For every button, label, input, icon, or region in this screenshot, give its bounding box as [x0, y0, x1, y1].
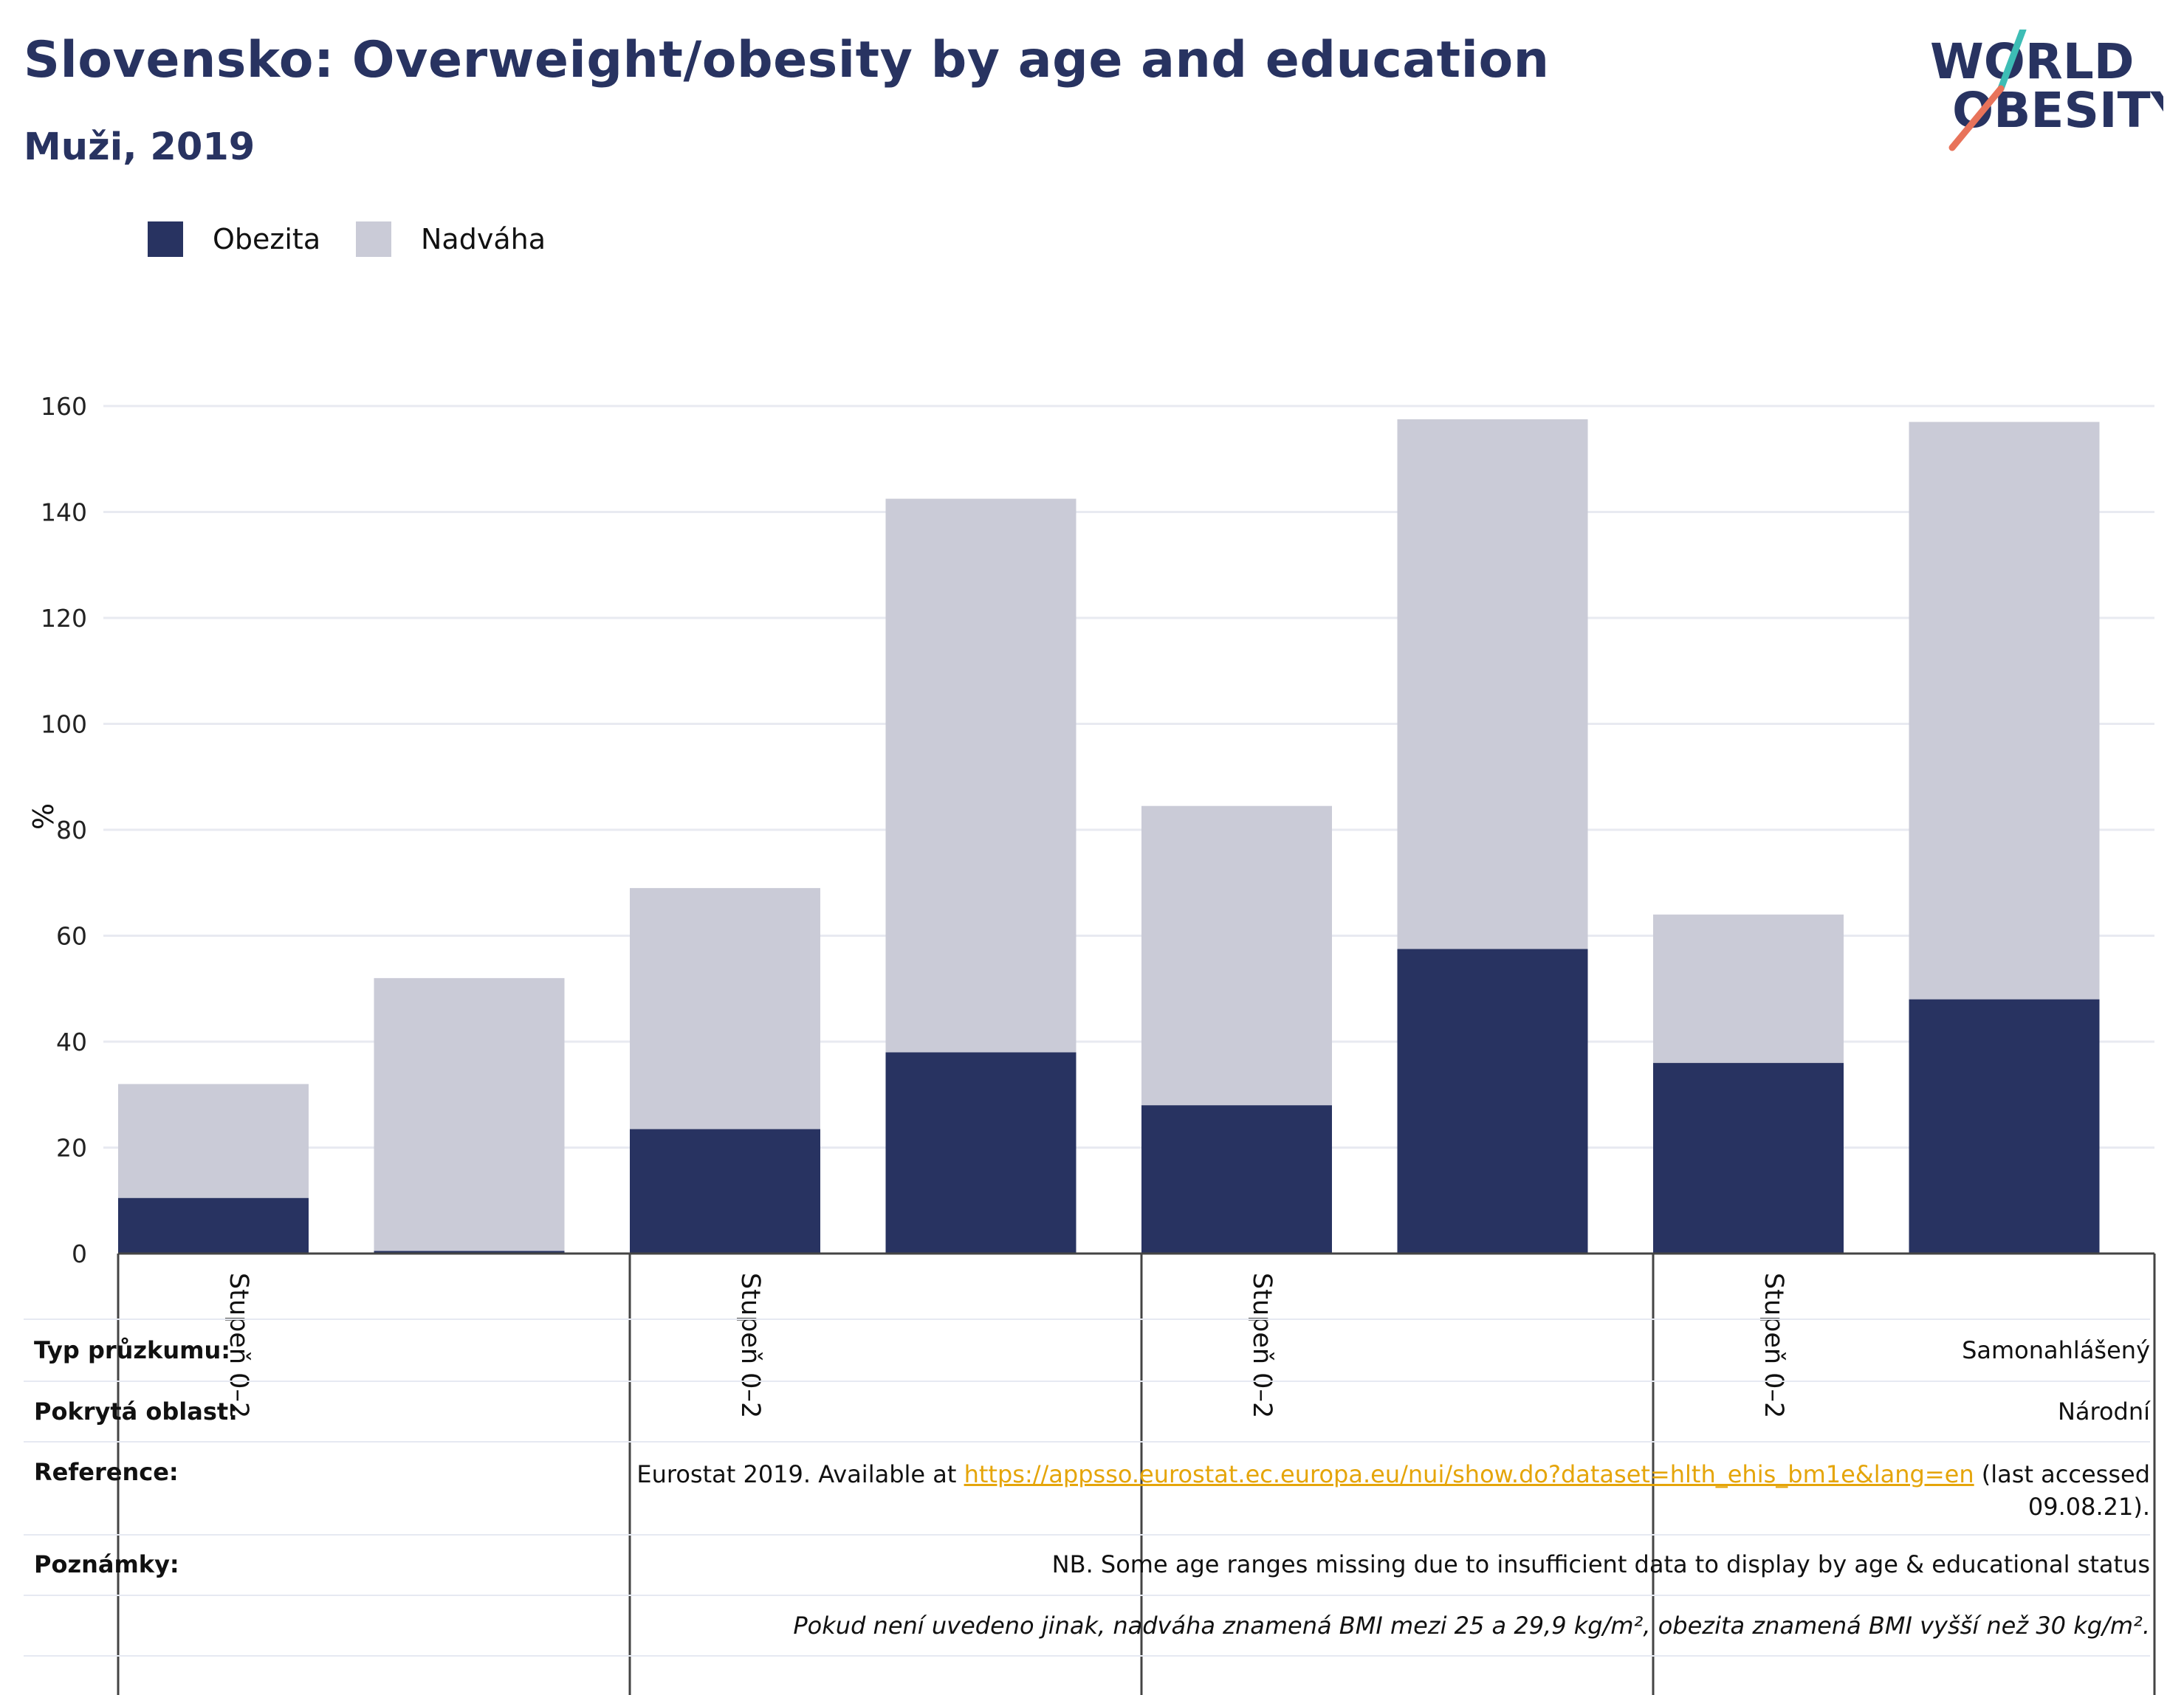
bar-segment-overweight — [374, 977, 565, 1251]
legend-swatch-obesity — [148, 221, 183, 257]
reference-label: Reference: — [34, 1458, 179, 1486]
axes: 0 20 40 60 80 100 120 140 160 — [41, 392, 2154, 1268]
bar-segment-obesity — [630, 1129, 820, 1254]
y-tick-label: 120 — [41, 604, 87, 633]
bar-segment-overweight — [1141, 805, 1332, 1106]
y-tick-label: 20 — [56, 1134, 87, 1163]
legend-swatch-overweight — [356, 221, 391, 257]
definition-note: Pokud není uvedeno jinak, nadváha znamen… — [793, 1612, 2150, 1640]
logo-slash-teal — [1997, 30, 2027, 92]
legend-label-overweight: Nadváha — [421, 223, 546, 255]
bar-segment-obesity — [1653, 1062, 1844, 1254]
survey-type-value: Samonahlášený — [1962, 1336, 2150, 1364]
bar-segment-overweight — [118, 1084, 309, 1198]
bar-segment-obesity — [374, 1251, 565, 1254]
info-divider — [24, 1318, 2150, 1320]
bar-segment-obesity — [118, 1197, 309, 1254]
bar-segment-overweight — [885, 498, 1076, 1053]
x-category-label: Stupeň 0–2 — [735, 1273, 765, 1418]
y-tick-label: 0 — [72, 1240, 87, 1268]
bar-segment-obesity — [885, 1052, 1076, 1254]
reference-suffix: (last accessed 09.08.21). — [1981, 1460, 2150, 1521]
info-divider — [24, 1595, 2150, 1596]
chart-title: Slovensko: Overweight/obesity by age and… — [24, 31, 1550, 89]
reference-prefix: Eurostat 2019. Available at — [636, 1460, 957, 1488]
survey-type-label: Typ průzkumu: — [34, 1336, 231, 1364]
x-category-label: Stupeň 0–2 — [1759, 1273, 1788, 1418]
y-tick-label: 100 — [41, 710, 87, 739]
x-category-label: Stupeň 0–2 — [224, 1273, 253, 1418]
bar-segment-overweight — [1653, 914, 1844, 1063]
reference-value: Eurostat 2019. Available at https://apps… — [636, 1458, 2150, 1523]
chart-subtitle: Muži, 2019 — [24, 126, 255, 169]
notes-value: NB. Some age ranges missing due to insuf… — [1051, 1550, 2150, 1578]
bars — [118, 419, 2100, 1254]
y-tick-label: 160 — [41, 392, 87, 421]
y-tick-label: 40 — [56, 1028, 87, 1056]
y-tick-label: 60 — [56, 922, 87, 951]
logo-slash-coral — [1948, 85, 2005, 151]
bar-segment-overweight — [1397, 419, 1588, 949]
legend-item-obesity[interactable]: Obezita — [148, 219, 320, 260]
bar-segment-obesity — [1397, 949, 1588, 1254]
x-category-label: Stupeň 0–2 — [1247, 1273, 1277, 1418]
coverage-label: Pokrytá oblast: — [34, 1397, 238, 1426]
logo-word-world: WORLD — [1930, 33, 2135, 90]
bar-segment-obesity — [1909, 999, 2100, 1254]
world-obesity-logo: WORLD OBESITY — [1930, 30, 2163, 151]
notes-label: Poznámky: — [34, 1550, 179, 1578]
y-tick-label: 140 — [41, 498, 87, 527]
y-axis-title: % — [27, 803, 60, 830]
category-groups: Stupeň 0–2 Stupeň 0–2 Stupeň 0–2 Stupeň 0–2 — [117, 1254, 2156, 1695]
legend-item-overweight[interactable]: Nadváha — [356, 219, 546, 260]
coverage-value: Národní — [2057, 1397, 2150, 1426]
bar-segment-overweight — [630, 887, 820, 1130]
reference-link[interactable]: https://appsso.eurostat.ec.europa.eu/nui… — [964, 1460, 1974, 1488]
bar-segment-obesity — [1141, 1105, 1332, 1254]
info-divider — [24, 1381, 2150, 1382]
y-tick-label: 80 — [56, 816, 87, 845]
info-divider — [24, 1441, 2150, 1443]
logo-word-obesity: OBESITY — [1952, 82, 2163, 139]
legend-label-obesity: Obezita — [213, 223, 321, 255]
info-divider — [24, 1534, 2150, 1536]
info-divider — [24, 1655, 2150, 1657]
bar-segment-overweight — [1909, 422, 2100, 1000]
